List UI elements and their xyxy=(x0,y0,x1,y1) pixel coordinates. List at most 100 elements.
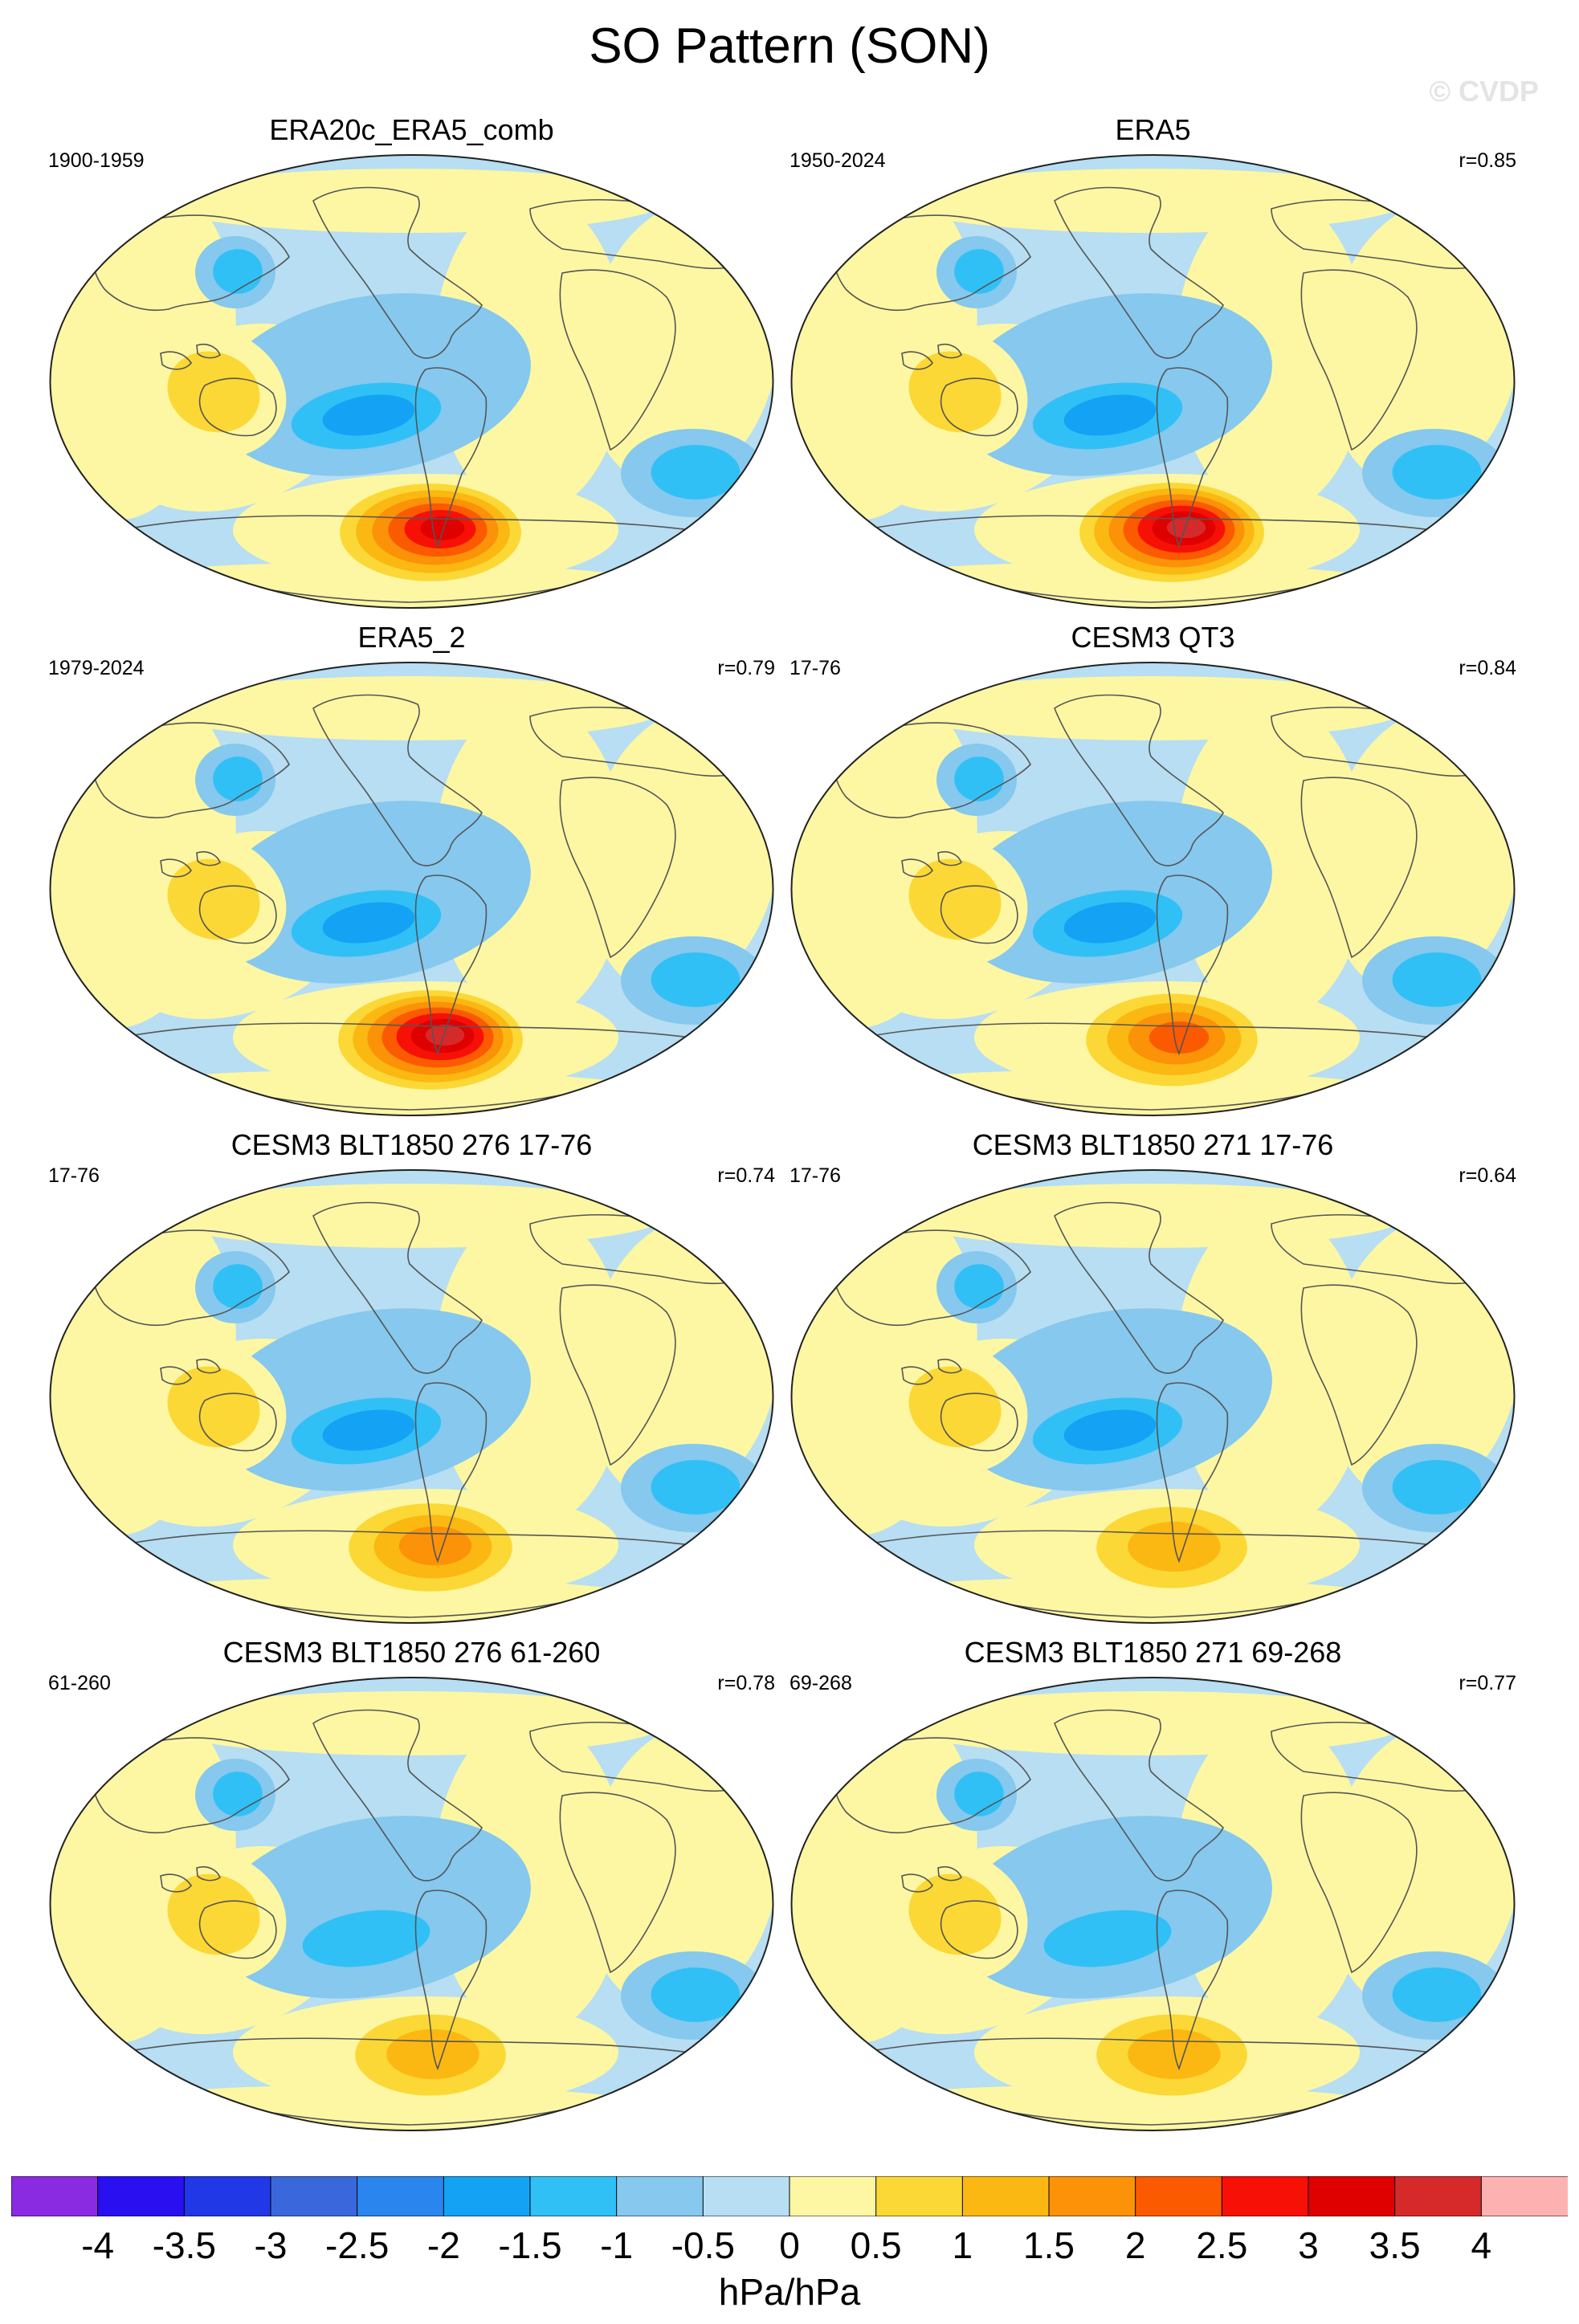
negative-south-pacific-level-2 xyxy=(302,1910,430,1967)
coastline-7 xyxy=(937,850,962,866)
coastline-0 xyxy=(312,1201,483,1374)
colorbar-tick-label: -3.5 xyxy=(152,2224,216,2266)
hammer-projection-map xyxy=(49,1169,774,1624)
coastline-7 xyxy=(937,343,962,359)
coastline-6 xyxy=(901,351,933,370)
panel-years: 61-260 xyxy=(48,1672,111,1694)
hammer-projection-map xyxy=(790,154,1516,609)
colorbar-tick-label: -3 xyxy=(254,2224,288,2266)
colorbar-tick-label: -1 xyxy=(600,2224,634,2266)
coastline-3 xyxy=(1300,1792,1418,1974)
coastline-7 xyxy=(196,1865,221,1882)
panel-years: 69-268 xyxy=(790,1672,852,1694)
map-panel-2: ERA5 1950-2024 r=0.85 xyxy=(790,112,1516,610)
positive-north-band xyxy=(153,1184,667,1248)
negative-south-atlantic-level-2 xyxy=(651,1967,741,2022)
colorbar-box-16 xyxy=(1394,2176,1483,2216)
colorbar-box-12 xyxy=(1048,2176,1136,2216)
hammer-projection-map xyxy=(49,154,774,609)
positive-north-band xyxy=(894,169,1408,233)
colorbar-tick-label: -1.5 xyxy=(498,2224,562,2266)
map-panel-3: ERA5_2 1979-2024 r=0.79 xyxy=(48,620,775,1118)
coastline-6 xyxy=(160,351,192,370)
globe-outline xyxy=(49,154,774,609)
negative-south-pacific-level-3 xyxy=(1063,1409,1157,1451)
coastline-1 xyxy=(1156,367,1229,548)
coastline-3 xyxy=(559,269,676,451)
coastline-0 xyxy=(1054,694,1224,866)
colorbar-box-17 xyxy=(1480,2176,1568,2216)
coastline-5 xyxy=(940,885,1018,944)
colorbar-box-3 xyxy=(270,2176,358,2216)
hammer-projection-map xyxy=(790,1677,1516,2131)
map-plot xyxy=(790,153,1516,610)
coastline-5 xyxy=(940,377,1018,437)
coastline-0 xyxy=(1054,1201,1224,1374)
colorbar-box-6 xyxy=(529,2176,618,2216)
coastline-3 xyxy=(559,1284,676,1466)
coastline-6 xyxy=(160,1873,192,1893)
coastline-0 xyxy=(312,1709,483,1882)
negative-north-pacific-level-2 xyxy=(954,249,1004,294)
panel-title: ERA20c_ERA5_comb xyxy=(269,113,554,146)
colorbar-tick-label: 1.5 xyxy=(1023,2224,1075,2266)
panel-correlation: r=0.79 xyxy=(717,657,775,679)
colorbar-tick-label: 2.5 xyxy=(1196,2224,1248,2266)
panel-correlation: r=0.84 xyxy=(1459,657,1516,679)
coastline-1 xyxy=(414,875,488,1056)
panel-correlation: r=0.77 xyxy=(1459,1672,1516,1694)
coastline-7 xyxy=(937,1865,962,1882)
negative-south-atlantic-level-2 xyxy=(651,952,741,1007)
south-pacific-high-level-4 xyxy=(398,1526,472,1566)
coastline-7 xyxy=(196,1358,221,1374)
negative-south-pacific-level-3 xyxy=(322,394,415,436)
coastline-5 xyxy=(198,885,277,944)
coastline-1 xyxy=(414,367,488,548)
coastline-2 xyxy=(92,722,290,819)
colorbar-box-14 xyxy=(1221,2176,1310,2216)
positive-australia-level-2 xyxy=(908,351,1002,433)
globe-outline xyxy=(790,662,1516,1116)
colorbar-tick-label: 3 xyxy=(1298,2224,1319,2266)
panel-title: ERA5_2 xyxy=(357,621,466,654)
panel-title: CESM3 BLT1850 271 69-268 xyxy=(964,1636,1342,1669)
coastline-2 xyxy=(833,214,1031,312)
coastline-2 xyxy=(833,1737,1031,1834)
colorbar-box-2 xyxy=(183,2176,271,2216)
coastline-1 xyxy=(1156,1382,1229,1564)
hammer-projection-map xyxy=(49,1677,774,2131)
positive-north-band xyxy=(894,1184,1408,1248)
map-panel-4: CESM3 QT3 17-76 r=0.84 xyxy=(790,620,1516,1118)
panel-title: CESM3 BLT1850 276 17-76 xyxy=(231,1128,593,1161)
coastline-5 xyxy=(198,377,277,437)
negative-north-pacific-level-2 xyxy=(954,1772,1004,1816)
colorbar-tick-label: -0.5 xyxy=(671,2224,735,2266)
map-plot xyxy=(48,153,775,610)
panel-title: CESM3 BLT1850 276 61-260 xyxy=(222,1636,601,1669)
coastline-0 xyxy=(312,694,483,866)
coastline-7 xyxy=(937,1358,962,1374)
negative-south-pacific-level-3 xyxy=(1063,394,1157,436)
south-pacific-high-level-5 xyxy=(1149,1021,1210,1054)
panel-title: CESM3 BLT1850 271 17-76 xyxy=(972,1128,1334,1161)
coastline-2 xyxy=(92,214,290,312)
panel-correlation: r=0.64 xyxy=(1459,1164,1516,1187)
colorbar-box-7 xyxy=(616,2176,704,2216)
coastline-5 xyxy=(940,1900,1018,1959)
colorbar-box-1 xyxy=(97,2176,186,2216)
colorbar-svg xyxy=(11,2176,1568,2216)
globe-outline xyxy=(49,1677,774,2131)
map-plot xyxy=(48,1675,775,2133)
coastline-2 xyxy=(833,722,1031,819)
negative-south-pacific-level-2 xyxy=(1043,1910,1172,1967)
panel-years: 1950-2024 xyxy=(790,149,886,172)
colorbar-box-5 xyxy=(443,2176,531,2216)
panel-years: 17-76 xyxy=(790,1164,841,1187)
coastline-1 xyxy=(1156,1890,1229,2071)
map-plot xyxy=(790,1168,1516,1625)
cvdp-watermark: © CVDP xyxy=(1429,75,1539,108)
colorbar-tick-label: 1 xyxy=(952,2224,973,2266)
coastline-6 xyxy=(901,1366,933,1385)
south-pacific-high-level-7 xyxy=(420,516,465,540)
globe-outline xyxy=(790,1677,1516,2131)
